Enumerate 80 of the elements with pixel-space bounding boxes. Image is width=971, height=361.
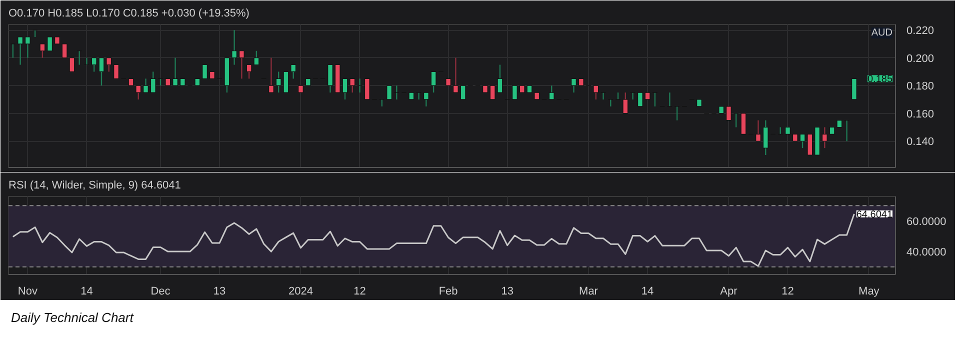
candlestick [608, 98, 614, 108]
y-tick-label: 0.180 [906, 80, 934, 93]
candlestick [106, 57, 112, 72]
candlestick [571, 78, 576, 94]
candlestick [290, 64, 296, 80]
candlestick [24, 36, 30, 58]
candlestick [416, 92, 422, 100]
candlestick [630, 92, 636, 100]
candlestick [328, 64, 333, 94]
candlestick [143, 78, 148, 94]
x-tick-label: 14 [641, 286, 654, 298]
candlestick [430, 71, 436, 94]
candlestick [637, 92, 643, 107]
candlestick [350, 78, 356, 94]
candlestick [652, 92, 658, 108]
candlestick [851, 78, 857, 100]
candlestick [674, 106, 680, 121]
candlestick [238, 50, 244, 80]
x-tick-label: 2024 [288, 286, 313, 298]
candlestick [342, 78, 348, 100]
candlestick [114, 64, 119, 79]
candlestick [232, 29, 238, 66]
x-tick-label: Dec [150, 286, 171, 298]
candlestick [844, 120, 850, 142]
candlestick [593, 84, 599, 100]
candlestick [357, 78, 362, 94]
candlestick [47, 36, 53, 52]
candlestick [600, 92, 606, 100]
candlestick [666, 92, 672, 108]
y-tick-label: 0.220 [906, 25, 934, 38]
candlestick [423, 92, 429, 108]
candlestick [69, 58, 75, 72]
candlestick [84, 57, 90, 66]
candlestick [386, 85, 392, 100]
candlestick [98, 57, 104, 86]
candlestick [364, 78, 370, 100]
x-tick-label: May [858, 286, 880, 298]
line-series [12, 213, 855, 267]
text: Daily Technical Chart [11, 309, 134, 327]
chart-title: RSI (14, Wilder, Simple, 9) 64.6041 [8, 180, 181, 192]
x-tick-label: Nov [18, 286, 38, 298]
y-tick-label: 0.160 [906, 108, 934, 120]
candlestick [172, 57, 178, 86]
x-tick-label: Apr [720, 286, 738, 298]
x-tick-label: 12 [354, 286, 366, 298]
candlestick [18, 36, 24, 66]
y-tick-label: 40.0000 [906, 246, 946, 259]
y-tick-label: 0.200 [906, 52, 934, 65]
y-tick-label: 0.140 [906, 136, 934, 148]
x-tick-label: 13 [501, 286, 514, 298]
x-tick-label: 13 [213, 286, 226, 298]
candlestick [202, 64, 208, 79]
candlestick [807, 134, 813, 156]
candlestick [460, 85, 466, 100]
candlestick [40, 43, 46, 58]
candlestick [76, 50, 82, 66]
candlestick [136, 84, 142, 100]
candlestick [62, 44, 68, 58]
candlestick [740, 113, 746, 134]
x-tick-label: 12 [782, 286, 794, 298]
candlestick [622, 92, 628, 114]
candlestick [91, 57, 97, 72]
candlestick [733, 112, 739, 128]
candlestick [512, 85, 518, 100]
x-tick-label: 14 [80, 286, 93, 298]
candlestick [762, 120, 768, 156]
candlestick [800, 134, 806, 149]
candlestick [548, 84, 554, 100]
x-tick-label: Mar [579, 286, 598, 298]
candlestick [452, 57, 458, 94]
candlestick [268, 57, 274, 94]
candlestick [756, 120, 761, 142]
x-tick-label: Feb [438, 286, 458, 298]
chart-title: O0.170 H0.185 L0.170 C0.185 +0.030 (+19.35%) [8, 8, 250, 20]
y-tick-label: 60.0000 [906, 216, 946, 228]
annotation: AUD [871, 28, 893, 38]
candlestick [150, 71, 156, 94]
candlestick [394, 84, 400, 100]
candlestick [726, 106, 732, 121]
candlestick [822, 126, 828, 149]
